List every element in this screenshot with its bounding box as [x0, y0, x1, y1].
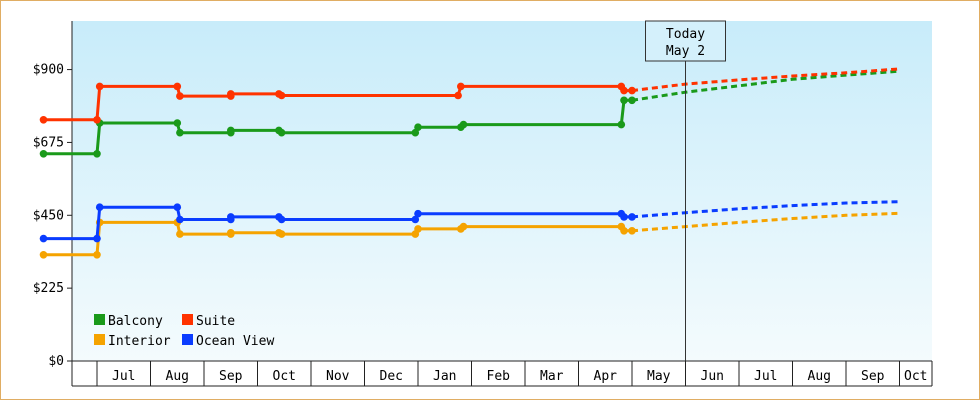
- x-tick-label: Dec: [380, 369, 403, 384]
- data-point: [628, 96, 636, 105]
- data-point: [95, 82, 104, 91]
- legend-swatch: [94, 334, 105, 345]
- x-tick-label: Sep: [861, 369, 885, 384]
- x-tick-label: Oct: [904, 369, 927, 384]
- x-tick-label: Nov: [326, 369, 350, 384]
- data-point: [227, 90, 235, 98]
- legend-item-ocean-view: Ocean View: [182, 334, 274, 349]
- series-lines: [39, 67, 900, 259]
- data-point: [459, 120, 468, 129]
- series-line: [43, 205, 632, 241]
- legend-label: Interior: [108, 334, 171, 349]
- data-point: [414, 209, 422, 218]
- data-point: [459, 222, 468, 231]
- series-line: [43, 84, 632, 122]
- legend-label: Ocean View: [196, 334, 274, 349]
- x-tick-label: Aug: [808, 369, 831, 384]
- forecast-line: [631, 200, 900, 219]
- data-point: [227, 213, 235, 221]
- data-point: [176, 230, 184, 238]
- data-point: [277, 128, 286, 137]
- x-tick-label: May: [647, 369, 671, 384]
- data-point: [176, 128, 184, 137]
- forecast-line: [631, 69, 900, 102]
- data-point: [227, 229, 235, 237]
- plot-background: [72, 21, 932, 361]
- data-point: [93, 234, 101, 243]
- data-point: [173, 203, 182, 211]
- data-point: [628, 213, 636, 221]
- data-point: [411, 215, 420, 224]
- x-tick-label: Sep: [219, 369, 243, 384]
- data-point: [93, 150, 101, 158]
- data-point: [277, 91, 286, 100]
- series-balcony: [39, 69, 900, 158]
- data-point: [628, 227, 636, 235]
- legend-label: Balcony: [108, 314, 163, 329]
- data-point: [454, 91, 462, 100]
- legend: Balcony Suite Interior Ocean View: [94, 314, 274, 349]
- data-point: [93, 116, 101, 124]
- data-point: [176, 92, 184, 100]
- y-tick-label: $225: [33, 281, 64, 296]
- data-point: [39, 251, 48, 259]
- data-point: [620, 96, 628, 105]
- legend-swatch: [182, 314, 193, 325]
- data-point: [414, 225, 422, 233]
- data-point: [620, 86, 628, 95]
- data-point: [173, 82, 182, 91]
- x-tick-label: Jul: [754, 369, 777, 384]
- data-point: [173, 119, 182, 127]
- data-point: [628, 86, 636, 95]
- x-tick-label: Jul: [112, 369, 135, 384]
- y-tick-label: $0: [48, 354, 64, 369]
- data-point: [620, 213, 628, 221]
- series-ocean-view: [39, 200, 900, 243]
- x-tick-label: Aug: [166, 369, 189, 384]
- x-tick-label: Mar: [540, 369, 564, 384]
- data-point: [414, 123, 422, 131]
- legend-swatch: [94, 314, 105, 325]
- axes: $0 $225 $450 $675 $900 Jul Aug Sep Oct Nov Dec Jan F…: [33, 21, 933, 387]
- today-marker: Today May 2: [645, 20, 726, 361]
- data-point: [95, 203, 104, 211]
- data-point: [39, 234, 48, 243]
- x-tick-label: Jun: [701, 369, 724, 384]
- data-point: [617, 120, 626, 129]
- x-tick-label: Apr: [594, 369, 618, 384]
- forecast-line: [631, 211, 900, 233]
- y-tick-label: $900: [33, 63, 64, 78]
- x-tick-label: Feb: [487, 369, 511, 384]
- data-point: [620, 227, 628, 235]
- legend-item-balcony: Balcony: [94, 314, 163, 329]
- data-point: [176, 215, 184, 224]
- data-point: [457, 82, 465, 91]
- legend-item-suite: Suite: [182, 314, 235, 329]
- data-point: [93, 251, 101, 259]
- x-tick-label: Oct: [273, 369, 296, 384]
- y-tick-label: $450: [33, 208, 64, 223]
- x-tick-label: Jan: [433, 369, 456, 384]
- series-suite: [39, 67, 900, 124]
- y-tick-label: $675: [33, 135, 64, 150]
- legend-swatch: [182, 334, 193, 345]
- data-point: [39, 116, 48, 124]
- data-point: [39, 150, 48, 158]
- today-date: May 2: [666, 44, 705, 59]
- legend-item-interior: Interior: [94, 334, 171, 349]
- data-point: [227, 126, 235, 135]
- data-point: [277, 230, 286, 238]
- today-box: [645, 20, 726, 62]
- legend-label: Suite: [196, 314, 235, 329]
- data-point: [277, 215, 286, 224]
- today-label: Today: [666, 27, 705, 42]
- forecast-line: [631, 67, 900, 93]
